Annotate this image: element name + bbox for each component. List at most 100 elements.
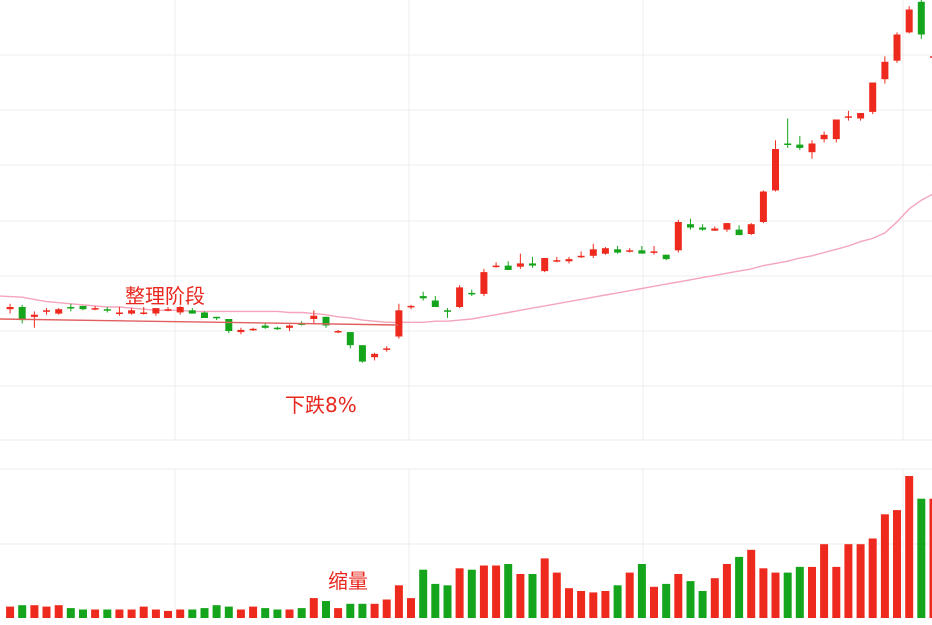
candle-body [917, 1, 925, 35]
candle-body [565, 259, 573, 262]
candle [371, 352, 379, 361]
volume-bar [722, 564, 731, 618]
candle-body [674, 222, 682, 251]
candle [614, 245, 622, 254]
candle [237, 327, 245, 335]
consolidation-trendline [0, 318, 399, 326]
candle [759, 190, 767, 224]
candle [334, 329, 342, 334]
volume-bar [151, 609, 160, 618]
volume-bar [552, 572, 561, 618]
candle [723, 223, 731, 232]
candle-body [516, 263, 524, 267]
volume-bar [735, 556, 744, 618]
candle [310, 310, 318, 324]
candle [869, 82, 877, 115]
candle-body [589, 249, 597, 256]
candle [529, 256, 536, 268]
volume-bar [236, 609, 245, 618]
volume-bar [212, 605, 221, 618]
annotation-consolidation: 整理阶段 [125, 284, 205, 308]
volume-bar [771, 572, 780, 618]
candle [103, 307, 111, 313]
candle-body [334, 331, 342, 333]
candle [735, 225, 743, 236]
volume-bar [795, 566, 804, 618]
candle-body [103, 309, 111, 311]
candle-body [857, 113, 865, 119]
volume-bar [224, 606, 233, 618]
candle [504, 261, 512, 270]
candle-body [601, 248, 609, 254]
candle-body [237, 329, 245, 333]
candle-body [480, 272, 488, 294]
candle-body [832, 119, 840, 140]
candle [286, 324, 293, 331]
candle [407, 304, 415, 310]
volume-bar [662, 583, 671, 618]
candle-body [577, 255, 585, 258]
candle-body [115, 312, 123, 314]
candle [881, 56, 889, 84]
candle [893, 32, 901, 63]
volume-bar [54, 605, 63, 618]
candle [322, 316, 330, 328]
volume-bar [443, 585, 452, 618]
candle-body [747, 224, 755, 234]
candle-body [699, 227, 707, 230]
volume-bar [261, 608, 270, 618]
candle-body [796, 144, 804, 148]
candle [201, 311, 208, 318]
candle-body [407, 305, 415, 308]
candle-body [310, 315, 318, 319]
candle-body [201, 312, 208, 318]
candle-body [504, 265, 512, 270]
candle-body [346, 332, 354, 346]
candle-body [55, 309, 63, 314]
candle-body [188, 310, 196, 314]
candle-body [723, 223, 731, 230]
volume-bar [42, 606, 51, 618]
volume-bar [346, 603, 355, 618]
candle [431, 296, 439, 308]
candle [492, 262, 500, 268]
candle [273, 326, 281, 330]
candle [55, 308, 63, 315]
candle-body [687, 224, 694, 228]
candle-body [711, 228, 719, 231]
candle [638, 245, 646, 254]
candle-body [140, 312, 148, 314]
candle-body [650, 251, 658, 253]
candle [261, 323, 269, 329]
volume-bar [6, 606, 15, 618]
candle [164, 307, 172, 312]
volume-bar [650, 586, 658, 618]
volume-bar [370, 603, 379, 618]
volume-bar [176, 609, 185, 618]
candle-body [735, 229, 743, 236]
candle [784, 118, 792, 148]
volume-bar [540, 558, 549, 618]
candle-body [772, 149, 779, 191]
candle [650, 245, 658, 255]
candle-body [529, 263, 536, 266]
volume-bar [492, 565, 501, 618]
candle [844, 110, 852, 121]
volume-bar [455, 568, 464, 618]
candle [808, 140, 816, 159]
candle-body [152, 308, 160, 314]
candle-body [881, 61, 889, 80]
candle [577, 251, 585, 258]
volume-bars-layer [6, 476, 932, 618]
candles-layer [6, 0, 932, 363]
candle-body [91, 308, 99, 310]
volume-bar [783, 572, 792, 618]
annotation-drop: 下跌8% [285, 393, 357, 417]
candle [249, 327, 257, 331]
candle [687, 218, 694, 230]
volume-bar [382, 599, 391, 618]
volume-bar [674, 574, 683, 618]
candle [176, 305, 184, 315]
candle-body [759, 191, 767, 222]
volume-bar [905, 476, 914, 618]
